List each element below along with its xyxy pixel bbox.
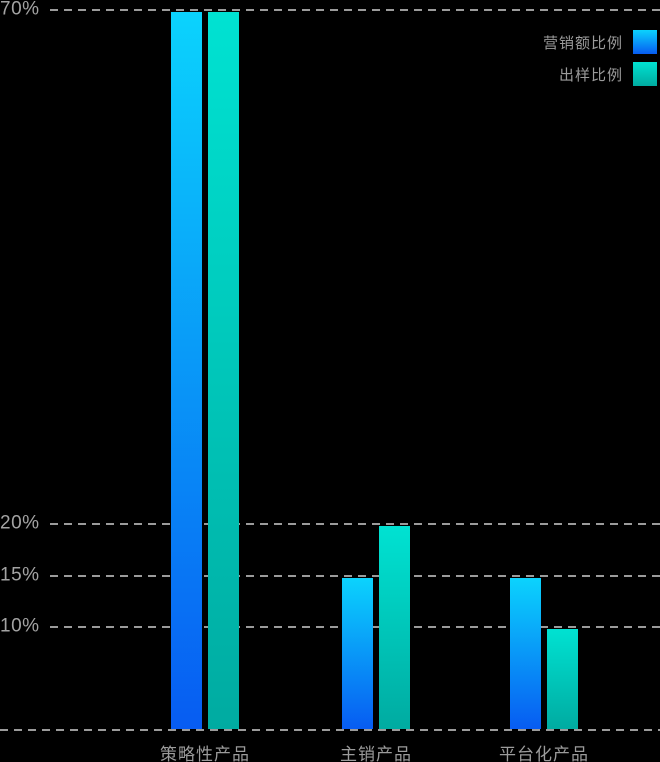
y-tick-label: 20%: [0, 512, 40, 534]
baseline-gridline: [0, 729, 660, 731]
bar: [510, 577, 541, 729]
bar: [342, 577, 373, 729]
gridline-15%: [50, 574, 660, 577]
y-tick-label: 15%: [0, 564, 40, 586]
y-tick-label: 70%: [0, 0, 40, 20]
x-category-label: 策略性产品: [160, 745, 250, 762]
bar: [208, 12, 239, 729]
y-tick-label: 10%: [0, 615, 40, 637]
bar: [379, 526, 410, 729]
legend-item: 营销额比例: [543, 30, 657, 54]
legend: 营销额比例出样比例: [543, 30, 657, 86]
legend-item: 出样比例: [543, 62, 657, 86]
legend-swatch: [633, 30, 657, 54]
gridline-70%: [50, 9, 660, 11]
legend-item-label: 营销额比例: [542, 34, 623, 52]
legend-swatch: [633, 62, 657, 86]
x-category-label: 平台化产品: [499, 745, 589, 762]
bar: [547, 629, 578, 729]
legend-item-label: 出样比例: [558, 66, 623, 84]
x-category-label: 主销产品: [340, 745, 412, 762]
bar: [171, 12, 202, 729]
gridline-20%: [50, 523, 660, 526]
